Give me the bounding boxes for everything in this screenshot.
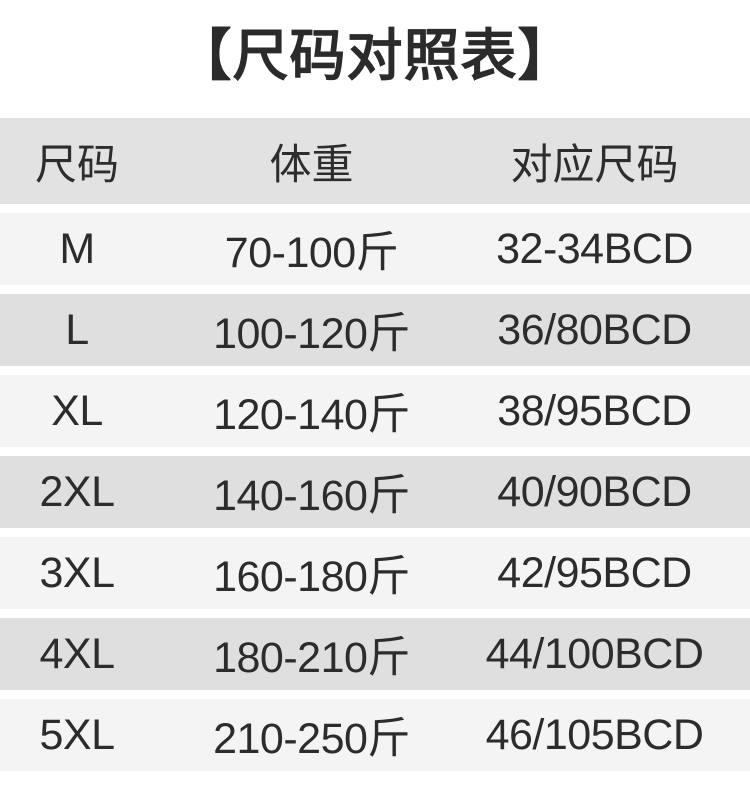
cell-size: M	[59, 224, 95, 273]
cell-size: 2XL	[39, 467, 115, 516]
size-chart-table: 尺码 体重 对应尺码 M 70-100斤 32-34BCD L 100-120斤…	[0, 118, 750, 771]
cell-size: 3XL	[39, 548, 115, 597]
cell-corresponding-size: 42/95BCD	[497, 548, 692, 597]
cell-corresponding-size: 46/105BCD	[485, 710, 704, 759]
cell-corresponding-size: 38/95BCD	[497, 386, 692, 435]
table-row: 4XL 180-210斤 44/100BCD	[0, 618, 750, 690]
cell-weight: 180-210斤	[213, 634, 410, 682]
table-row: 5XL 210-250斤 46/105BCD	[0, 699, 750, 771]
table-row: 2XL 140-160斤 40/90BCD	[0, 456, 750, 528]
cell-size: 5XL	[39, 710, 115, 759]
cell-size: XL	[51, 386, 103, 435]
cell-size: L	[65, 305, 89, 354]
cell-corresponding-size: 44/100BCD	[485, 629, 704, 678]
header-cell-size: 尺码	[34, 140, 119, 188]
cell-weight: 210-250斤	[213, 715, 410, 763]
cell-size: 4XL	[39, 629, 115, 678]
cell-weight: 100-120斤	[213, 310, 410, 358]
cell-corresponding-size: 32-34BCD	[496, 224, 693, 273]
table-row: L 100-120斤 36/80BCD	[0, 294, 750, 366]
page-title: 【尺码对照表】	[175, 23, 575, 87]
table-row: M 70-100斤 32-34BCD	[0, 213, 750, 285]
cell-corresponding-size: 40/90BCD	[497, 467, 692, 516]
table-header-row: 尺码 体重 对应尺码	[0, 118, 750, 204]
cell-weight: 140-160斤	[213, 472, 410, 520]
table-row: 3XL 160-180斤 42/95BCD	[0, 537, 750, 609]
header-cell-corresponding-size: 对应尺码	[510, 140, 679, 188]
cell-weight: 160-180斤	[213, 553, 410, 601]
header-cell-weight: 体重	[269, 140, 354, 188]
table-row: XL 120-140斤 38/95BCD	[0, 375, 750, 447]
cell-corresponding-size: 36/80BCD	[497, 305, 692, 354]
cell-weight: 120-140斤	[213, 391, 410, 439]
cell-weight: 70-100斤	[224, 229, 399, 277]
